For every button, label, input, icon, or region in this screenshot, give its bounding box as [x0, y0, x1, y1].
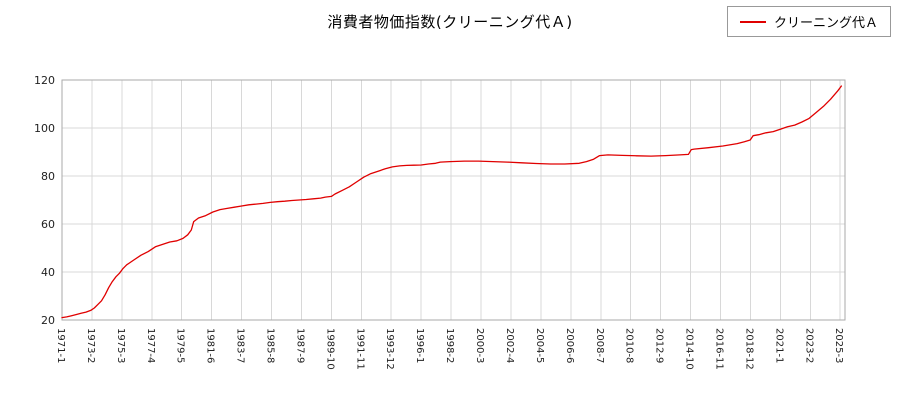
x-axis-tick-label: 1971-1 [55, 328, 66, 363]
legend-line-sample [739, 20, 766, 23]
x-axis-tick-label: 2012-9 [654, 328, 665, 363]
y-axis-tick-label: 80 [41, 170, 55, 183]
x-axis-tick-label: 1977-4 [145, 328, 156, 363]
chart-title: 消費者物価指数(クリーニング代Ａ) [327, 13, 573, 31]
legend: クリーニング代Ａ [726, 6, 891, 37]
x-axis-tick-label: 2002-4 [504, 328, 515, 363]
x-axis-tick-label: 1996-1 [414, 328, 425, 363]
x-axis-tick-label: 2014-10 [684, 328, 695, 370]
x-axis-tick-label: 2008-7 [594, 328, 605, 363]
gridlines [61, 79, 845, 321]
y-axis-labels: 20 40 60 80 100 120 [34, 74, 55, 327]
x-axis-tick-label: 2010-8 [624, 328, 635, 363]
x-axis-tick-label: 2016-11 [713, 328, 724, 370]
x-axis-tick-label: 1979-5 [175, 328, 186, 363]
x-axis-tick-label: 2000-3 [474, 328, 485, 363]
x-axis-tick-label: 2025-3 [833, 328, 844, 363]
x-axis-tick-label: 2023-2 [803, 328, 814, 363]
x-axis-tick-label: 1991-11 [354, 328, 365, 370]
x-axis-tick-label: 1987-9 [294, 328, 305, 363]
x-axis-tick-label: 2021-1 [773, 328, 784, 363]
x-axis-tick-label: 1983-7 [235, 328, 246, 363]
series-line [61, 85, 843, 319]
x-axis-tick-label: 1989-10 [324, 328, 335, 370]
y-axis-tick-label: 40 [41, 266, 55, 279]
x-axis-tick-label: 2006-6 [564, 328, 575, 363]
legend-series-label: クリーニング代Ａ [773, 16, 878, 31]
plot-frame-border [61, 79, 846, 321]
series-line-group [61, 85, 843, 319]
x-axis-tick-label: 1993-12 [384, 328, 395, 370]
x-axis-labels: 1971-1 1973-2 1975-3 1977-4 1979-5 1981-6 1983… [55, 328, 844, 370]
y-axis-tick-label: 60 [41, 218, 55, 231]
y-axis-tick-label: 120 [34, 74, 55, 87]
x-axis-tick-label: 2018-12 [743, 328, 754, 370]
x-axis-tick-label: 1975-3 [115, 328, 126, 363]
x-axis-tick-label: 1985-8 [265, 328, 276, 363]
x-axis-tick-label: 1998-2 [444, 328, 455, 363]
x-axis-tick-label: 1973-2 [85, 328, 96, 363]
x-axis-tick-label: 2004-5 [534, 328, 545, 363]
y-axis-tick-label: 20 [41, 314, 55, 327]
x-axis-tick-label: 1981-6 [205, 328, 216, 363]
plot-frame [61, 79, 846, 321]
y-axis-tick-label: 100 [34, 122, 55, 135]
